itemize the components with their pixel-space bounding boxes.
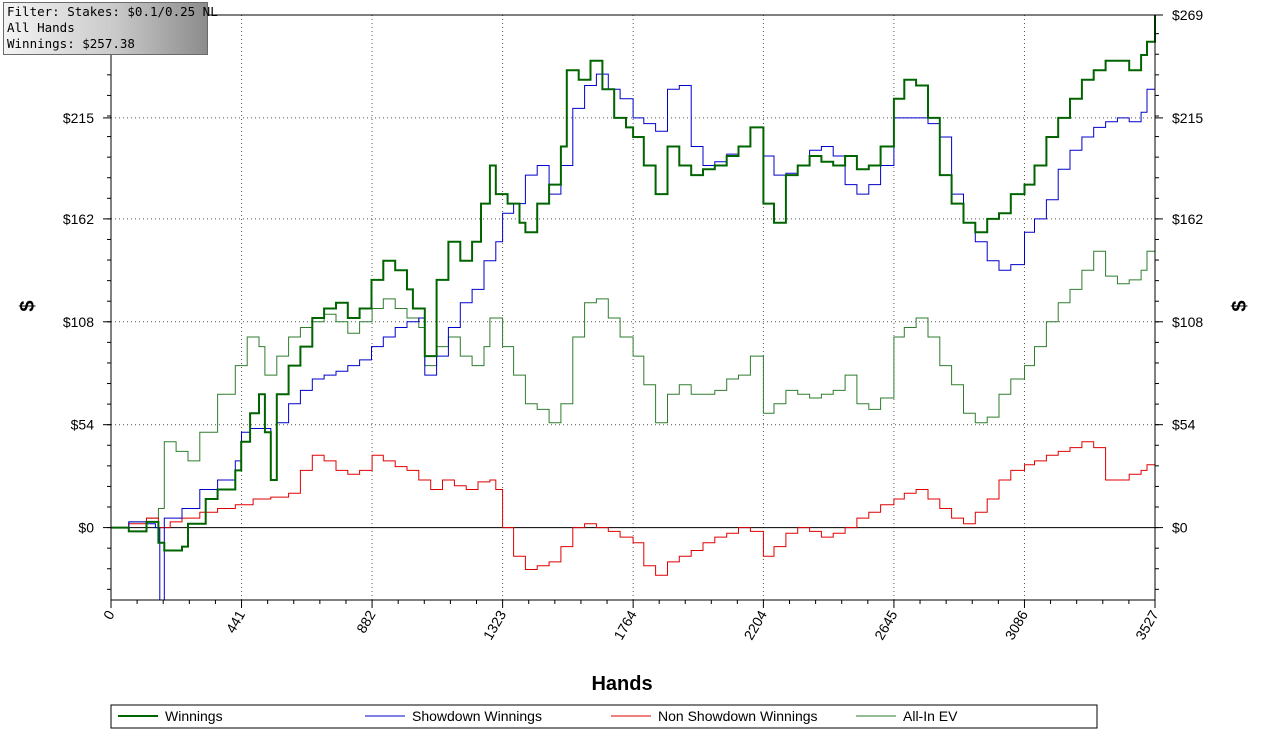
axes-layer: 0 441 882 1323 1764 2204 2645 3086 3527 $0 $0 $54 $5… <box>17 7 1251 695</box>
filter-stakes-text: Filter: Stakes: $0.1/0.25 NL <box>7 4 218 19</box>
x-tick-label: 2645 <box>871 607 901 642</box>
y-tick-label-right: $215 <box>1172 110 1203 126</box>
legend-box <box>110 704 1098 729</box>
x-tick-label: 1323 <box>480 607 510 642</box>
y-tick-label-left: $0 <box>78 520 94 536</box>
x-axis-title: Hands <box>591 673 652 695</box>
y-tick-label-right: $162 <box>1172 211 1203 227</box>
y-tick-label-right: $269 <box>1172 7 1203 23</box>
filter-winnings-text: Winnings: $257.38 <box>7 36 135 51</box>
series-line-non-showdown-winnings <box>111 441 1156 576</box>
y-tick-label-left: $215 <box>63 110 94 126</box>
series-line-winnings <box>111 15 1156 552</box>
y-tick-label-left: $54 <box>71 417 95 433</box>
y-tick-label-left: $108 <box>63 314 94 330</box>
y-tick-label-right: $0 <box>1172 520 1188 536</box>
filter-hands-text: All Hands <box>7 20 75 35</box>
y-tick-label-right: $54 <box>1172 417 1196 433</box>
legend-label: Winnings <box>165 708 223 724</box>
x-tick-label: 2204 <box>741 607 771 642</box>
x-tick-label: 0 <box>100 607 118 622</box>
series-layer <box>111 15 1156 601</box>
legend-label: Non Showdown Winnings <box>658 708 818 724</box>
series-line-all-in-ev <box>111 241 1156 529</box>
x-tick-label: 1764 <box>610 607 640 642</box>
x-tick-label: 441 <box>223 607 249 635</box>
y-tick-label-right: $108 <box>1172 314 1203 330</box>
legend-label: Showdown Winnings <box>412 708 542 724</box>
legend-label: All-In EV <box>903 708 958 724</box>
filter-info-box: Filter: Stakes: $0.1/0.25 NL All Hands W… <box>3 2 218 55</box>
y-axis-title-right: $ <box>1229 300 1251 311</box>
y-tick-label-left: $162 <box>63 211 94 227</box>
x-tick-label: 3086 <box>1002 607 1032 642</box>
y-axis-title-left: $ <box>17 300 39 311</box>
legend: Winnings Showdown Winnings Non Showdown Wi… <box>110 704 1098 729</box>
series-line-showdown-winnings <box>111 73 1156 601</box>
x-tick-label: 3527 <box>1132 607 1162 642</box>
x-tick-label: 882 <box>353 607 379 635</box>
